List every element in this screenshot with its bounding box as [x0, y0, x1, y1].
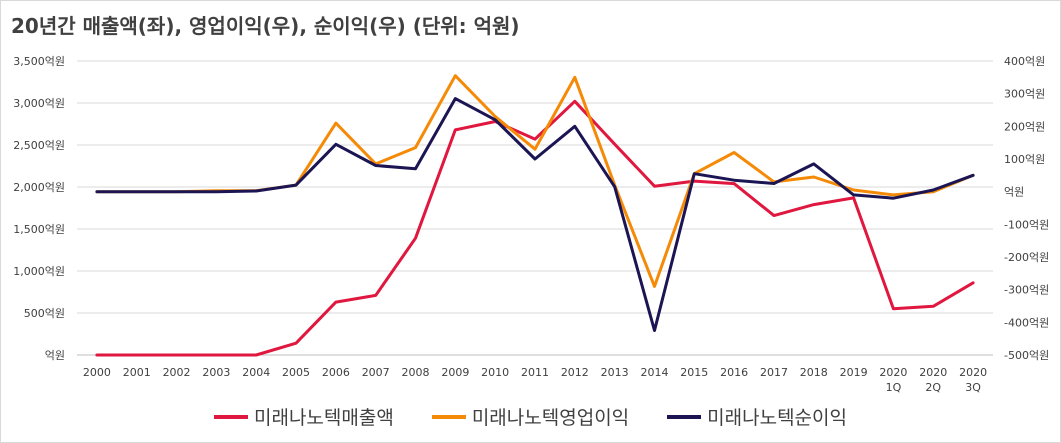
left-axis-tick-label: 2,500억원 [13, 139, 65, 152]
x-axis-tick-label: 2002 [163, 366, 191, 379]
legend-label-operating-profit: 미래나노텍영업이익 [471, 407, 630, 429]
series-line-2 [95, 97, 975, 332]
left-axis-tick-label: 1,000억원 [13, 265, 65, 278]
x-axis-tick-label: 2020 3Q [959, 366, 987, 394]
left-axis-tick-label: 1,500억원 [13, 223, 65, 236]
series-line-1 [95, 74, 975, 288]
series-line-0 [95, 99, 975, 357]
right-axis-tick-label: 300억원 [1004, 88, 1045, 101]
x-axis-tick-label: 2011 [521, 366, 549, 379]
right-axis-tick-label: 억원 [1004, 186, 1024, 199]
x-axis-tick-label: 2005 [282, 366, 310, 379]
chart-title: 20년간 매출액(좌), 영업이익(우), 순이익(우) (단위: 억원) [11, 14, 520, 38]
right-axis-tick-label: -200억원 [1004, 251, 1049, 264]
x-axis-tick-label: 2003 [202, 366, 230, 379]
right-axis-tick-label: -100억원 [1004, 218, 1049, 231]
x-axis-tick-label: 2004 [242, 366, 270, 379]
legend-swatch-net-income [667, 414, 702, 419]
legend-item-net-income: 미래나노텍순이익 [667, 403, 847, 430]
x-axis-tick-label: 2006 [322, 366, 350, 379]
right-axis-tick-label: -500억원 [1004, 349, 1049, 362]
left-axis-tick-label: 억원 [45, 349, 65, 362]
x-axis-tick-label: 2012 [561, 366, 589, 379]
legend-label-revenue: 미래나노텍매출액 [253, 407, 394, 429]
right-axis-tick-label: 100억원 [1004, 153, 1045, 166]
x-axis: 2000 2001 2002 2003 2004 2005 2006 2007 2008 2009… [77, 354, 993, 394]
right-axis-tick-label: 400억원 [1004, 55, 1045, 68]
x-axis-tick-label: 2015 [680, 366, 708, 379]
x-axis-tick-label: 2000 [83, 366, 111, 379]
legend-label-net-income: 미래나노텍순이익 [707, 407, 847, 429]
right-axis-tick-label: 200억원 [1004, 120, 1045, 133]
x-axis-tick-label: 2017 [760, 366, 788, 379]
left-axis-tick-label: 3,000억원 [13, 97, 65, 110]
left-axis-tick-label: 3,500억원 [13, 55, 65, 68]
x-axis-tick-label: 2013 [601, 366, 629, 379]
x-axis-tick-label: 2020 2Q [919, 366, 947, 394]
x-axis-tick-label: 2016 [720, 366, 748, 379]
x-axis-tick-label: 2019 [840, 366, 868, 379]
series-lines [95, 74, 975, 357]
right-axis-tick-label: -300억원 [1004, 284, 1049, 297]
right-axis-tick-label: -400억원 [1004, 316, 1049, 329]
left-axis-tick-label: 500억원 [24, 307, 65, 320]
legend-item-revenue: 미래나노텍매출액 [213, 403, 394, 430]
chart-legend: 미래나노텍매출액 미래나노텍영업이익 미래나노텍순이익 [1, 403, 1060, 430]
right-axis: -500억원 -400억원 -300억원 -200억원 -100억원 억원 100억원 200… [1004, 55, 1049, 362]
x-axis-tick-label: 2001 [123, 366, 151, 379]
x-axis-tick-label: 2009 [441, 366, 469, 379]
legend-swatch-revenue [213, 414, 248, 419]
x-axis-tick-label: 2008 [402, 366, 430, 379]
x-axis-tick-label: 2010 [481, 366, 509, 379]
left-axis-tick-label: 2,000억원 [13, 181, 65, 194]
x-axis-tick-label: 2014 [640, 366, 668, 379]
gridlines [77, 60, 993, 314]
legend-item-operating-profit: 미래나노텍영업이익 [431, 403, 630, 430]
x-axis-tick-label: 2020 1Q [879, 366, 907, 394]
left-axis: 억원 500억원 1,000억원 1,500억원 2,000억원 2,500억원 3,000… [13, 55, 65, 362]
x-axis-tick-label: 2018 [800, 366, 828, 379]
legend-swatch-operating-profit [431, 414, 466, 419]
x-axis-tick-label: 2007 [362, 366, 390, 379]
